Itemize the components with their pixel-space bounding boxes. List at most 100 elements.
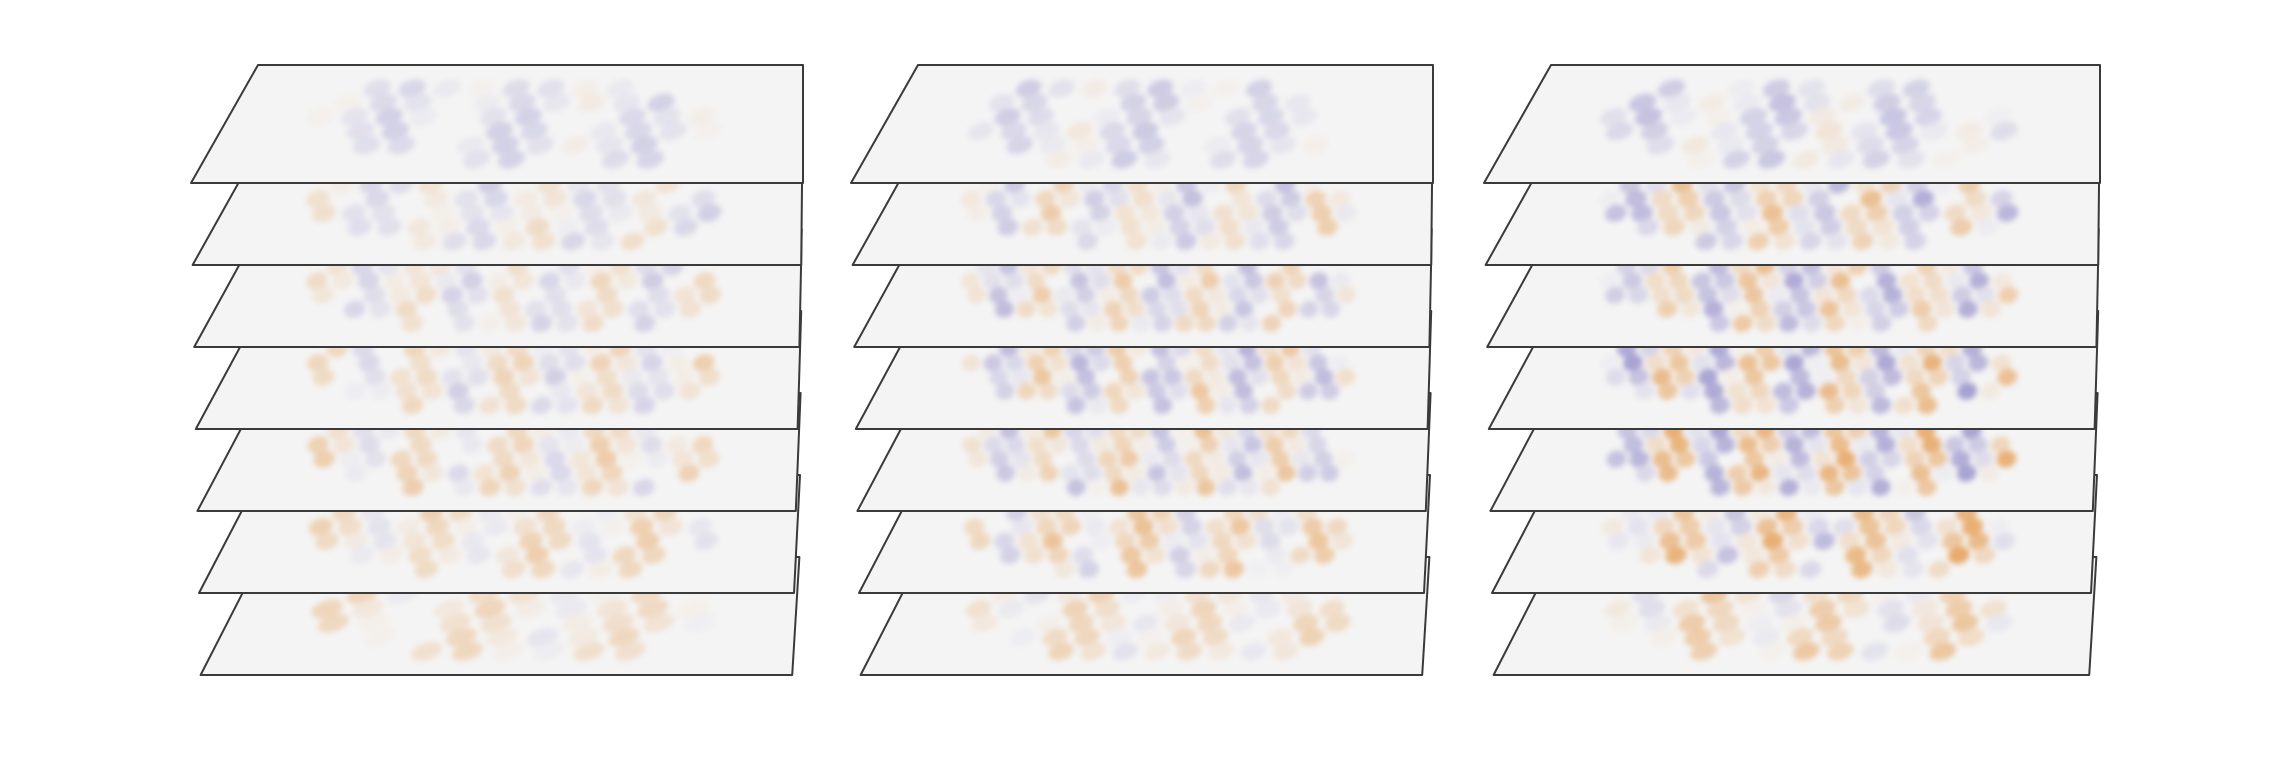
positive-blob [1332, 532, 1354, 550]
negative-blob [1089, 204, 1111, 222]
negative-blob [555, 599, 587, 619]
negative-blob [1004, 272, 1024, 290]
negative-blob [1331, 272, 1351, 290]
positive-blob [1277, 300, 1297, 318]
negative-blob [1230, 122, 1258, 141]
positive-blob [966, 204, 988, 222]
positive-blob [1689, 218, 1712, 236]
positive-blob [1062, 599, 1088, 618]
positive-blob [512, 272, 535, 290]
negative-blob [1168, 300, 1189, 318]
negative-blob [608, 204, 633, 223]
positive-blob [1657, 382, 1678, 400]
positive-blob [1683, 204, 1706, 222]
positive-blob [414, 560, 439, 579]
positive-blob [1048, 436, 1068, 454]
negative-blob [994, 107, 1021, 126]
positive-blob [1286, 599, 1313, 618]
positive-blob [467, 79, 496, 98]
negative-blob [1247, 560, 1269, 579]
positive-blob [1325, 614, 1351, 633]
positive-blob [1836, 450, 1856, 468]
positive-blob [389, 368, 412, 386]
negative-blob [453, 478, 476, 497]
positive-blob [1094, 599, 1121, 618]
negative-blob [1070, 354, 1090, 372]
positive-blob [306, 107, 334, 127]
positive-blob [1054, 560, 1075, 579]
positive-blob [1080, 642, 1106, 661]
negative-blob [993, 532, 1015, 550]
positive-blob [673, 286, 696, 304]
positive-blob [1792, 150, 1821, 169]
positive-blob [1091, 436, 1112, 454]
negative-blob [694, 532, 718, 551]
positive-blob [1928, 368, 1949, 386]
negative-blob [612, 93, 640, 112]
positive-blob [1017, 464, 1037, 482]
negative-blob [1773, 382, 1793, 400]
positive-blob [479, 478, 501, 497]
negative-blob [988, 93, 1015, 112]
positive-blob [519, 532, 543, 551]
negative-blob [473, 93, 502, 112]
negative-blob [1273, 232, 1295, 251]
positive-blob [436, 218, 461, 237]
negative-blob [1606, 450, 1627, 468]
positive-blob [1235, 532, 1257, 550]
negative-blob [1669, 107, 1698, 127]
positive-blob [1125, 382, 1145, 400]
stacks-layer [190, 64, 2101, 676]
negative-blob [997, 218, 1019, 236]
positive-blob [492, 368, 515, 386]
positive-blob [531, 232, 556, 251]
negative-blob [1228, 286, 1248, 304]
negative-blob [584, 218, 609, 237]
negative-blob [1751, 136, 1780, 155]
positive-blob [1114, 532, 1136, 550]
positive-blob [567, 627, 599, 647]
positive-blob [308, 517, 333, 536]
negative-blob [1945, 354, 1966, 372]
positive-blob [1781, 518, 1804, 536]
positive-blob [1326, 518, 1348, 536]
positive-blob [311, 599, 343, 619]
negative-blob [996, 464, 1016, 482]
positive-blob [969, 532, 991, 550]
positive-blob [1911, 599, 1939, 619]
positive-blob [1196, 314, 1216, 333]
negative-blob [1162, 286, 1183, 304]
negative-blob [1091, 354, 1111, 372]
positive-blob [1842, 464, 1862, 482]
negative-blob [1627, 518, 1650, 536]
negative-blob [467, 286, 489, 304]
positive-blob [1929, 642, 1957, 661]
positive-blob [1231, 190, 1253, 208]
positive-blob [1651, 190, 1673, 208]
negative-blob [982, 272, 1002, 290]
positive-blob [1271, 368, 1291, 386]
negative-blob [538, 354, 560, 372]
negative-blob [1168, 464, 1188, 482]
positive-blob [1819, 382, 1839, 400]
positive-blob [1126, 232, 1148, 251]
positive-blob [1813, 450, 1833, 468]
positive-blob [561, 136, 589, 155]
negative-blob [1882, 368, 1903, 386]
positive-blob [1934, 300, 1955, 318]
negative-blob [526, 627, 559, 647]
positive-blob [1904, 450, 1925, 468]
negative-blob [1807, 436, 1827, 454]
positive-blob [1674, 286, 1695, 304]
positive-blob [425, 517, 450, 536]
negative-blob [1330, 354, 1350, 372]
positive-blob [971, 614, 998, 633]
negative-blob [1704, 518, 1727, 536]
positive-blob [395, 382, 418, 400]
positive-blob [1755, 314, 1776, 333]
positive-blob [615, 354, 638, 372]
positive-blob [589, 436, 611, 454]
positive-blob [666, 436, 688, 454]
negative-blob [1778, 314, 1799, 333]
positive-blob [1957, 628, 1985, 647]
